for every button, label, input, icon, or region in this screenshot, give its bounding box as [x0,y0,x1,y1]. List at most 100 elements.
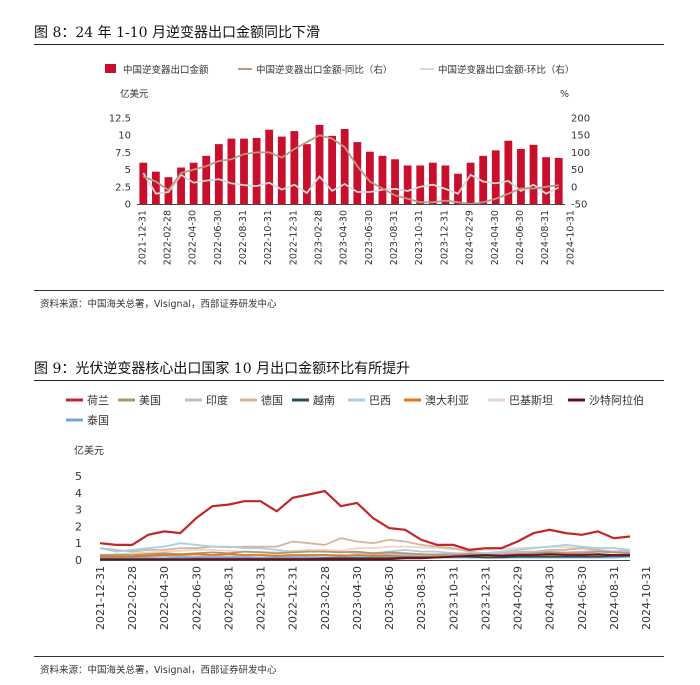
y-tick-label-right: 0 [571,182,577,193]
legend-label: 中国逆变器出口金额 [123,64,209,76]
fig9-bottom-rule [34,656,664,657]
x-tick-label: 2023-08-31 [389,210,400,265]
y-tick-label: 5 [75,470,82,483]
y-tick-label-left: 0 [125,200,131,211]
x-tick-label: 2021-12-31 [137,210,148,265]
legend-label: 越南 [313,393,335,407]
bar-export-value [554,157,563,204]
bar-export-value [340,129,349,204]
x-tick-label: 2023-10-31 [447,566,460,630]
fig8-title-rule [34,44,664,45]
y-tick-label-right: -50 [571,200,587,211]
bar-export-value [479,155,488,204]
y-tick-label-right: 50 [571,165,584,176]
x-tick-label: 2022-06-30 [190,566,203,630]
x-tick-label: 2024-06-30 [515,210,526,265]
x-tick-label: 2023-12-31 [439,210,450,265]
y-tick-label-left: 5 [125,165,131,176]
x-tick-label: 2024-08-31 [608,566,621,630]
fig8-title: 图 8：24 年 1-10 月逆变器出口金额同比下滑 [34,25,320,41]
fig9-title: 图 9：光伏逆变器核心出口国家 10 月出口金额环比有所提升 [34,361,411,377]
bar-export-value [529,144,538,204]
y-tick-label-left: 2.5 [115,182,131,193]
x-tick-label: 2023-02-28 [319,566,332,630]
fig9-source: 资料来源：中国海关总署，Visignal，西部证券研发中心 [40,665,277,676]
bar-export-value [265,129,274,204]
bar-export-value [252,137,261,204]
bar-export-value [353,142,362,204]
line-yoy [142,134,559,205]
y-tick-label-left: 7.5 [115,148,131,159]
y-axis-unit-left: 亿美元 [120,88,149,100]
legend-label: 德国 [261,393,283,407]
line-nl [99,489,631,552]
y-tick-label: 2 [75,520,82,533]
y-tick-label: 3 [75,504,82,517]
bar-export-value [177,167,185,204]
x-tick-label: 2021-12-31 [94,566,107,630]
legend-label: 中国逆变器出口金额-同比（右） [256,64,392,76]
x-tick-label: 2023-08-31 [415,566,428,630]
bar-export-value [277,136,286,204]
y-tick-label: 1 [75,537,82,550]
x-tick-label: 2022-12-31 [288,210,299,265]
bar-export-value [466,162,475,204]
bar-export-value [290,131,299,204]
fig8-chart: 中国逆变器出口金额 中国逆变器出口金额-同比（右） 中国逆变器出口金额-环比（右） … [105,64,590,265]
bar-export-value [328,135,337,204]
legend-swatch-bar [105,64,116,73]
fig8-source: 资料来源：中国海关总署，Visignal，西部证券研发中心 [40,299,277,310]
y-tick-label-left: 12.5 [109,114,131,125]
x-tick-label: 2024-02-29 [465,210,476,265]
bar-export-value [240,138,248,204]
line-sa [100,553,630,561]
x-tick-label: 2023-06-30 [364,210,375,265]
legend-label: 巴基斯坦 [509,393,553,407]
bar-export-value [428,162,437,204]
x-tick-label: 2022-10-31 [263,210,274,265]
y-tick-label-left: 10 [118,131,131,142]
bar-export-value [365,151,374,204]
bar-export-value [227,138,236,204]
x-tick-label: 2022-08-31 [222,566,235,630]
bar-export-value [303,144,311,204]
y-tick-label: 0 [75,554,82,567]
x-tick-label: 2024-10-31 [565,210,576,265]
legend-label: 泰国 [87,413,109,427]
bar-export-value [139,162,148,204]
x-tick-label: 2024-06-30 [576,566,589,630]
line-mom [142,172,560,195]
bar-export-value [416,165,425,204]
legend-label: 沙特阿拉伯 [589,393,644,407]
x-tick-label: 2022-04-30 [188,210,199,265]
x-tick-label: 2022-06-30 [213,210,224,265]
bar-export-value [441,165,450,204]
legend-label: 巴西 [369,394,391,407]
bar-export-value [378,155,387,204]
x-tick-label: 2022-12-31 [287,566,300,630]
bar-export-value [517,148,525,204]
x-tick-label: 2023-04-30 [351,566,364,630]
legend-label: 澳大利亚 [425,393,469,407]
line-de [99,537,631,555]
x-tick-label: 2024-02-29 [512,566,525,630]
legend-label: 印度 [206,393,228,407]
y-tick-label-right: 150 [571,131,590,142]
bar-export-value [491,150,500,204]
y-tick-label-right: 200 [571,114,590,125]
bar-export-value [403,165,412,204]
x-tick-label: 2023-12-31 [479,566,492,630]
x-tick-label: 2022-02-28 [126,566,139,630]
x-tick-label: 2024-08-31 [540,210,551,265]
bar-export-value [542,157,551,204]
x-tick-label: 2023-10-31 [414,210,425,265]
x-tick-label: 2022-04-30 [158,566,171,630]
bar-export-value [504,140,513,204]
bar-export-value [151,171,160,204]
legend-label: 中国逆变器出口金额-环比（右） [438,64,574,76]
y-axis-unit-right: % [560,89,569,100]
x-tick-label: 2023-04-30 [339,210,350,265]
x-tick-label: 2023-02-28 [314,210,325,265]
x-tick-label: 2022-08-31 [238,210,249,265]
